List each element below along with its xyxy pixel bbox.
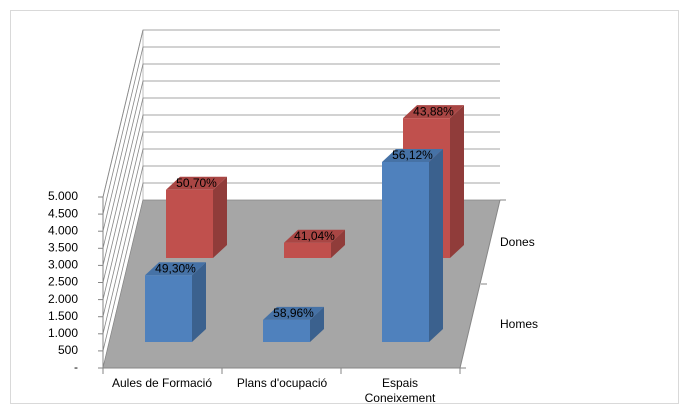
bar-front [263, 319, 310, 342]
bar [166, 176, 227, 258]
bar-side [310, 306, 324, 342]
bar-side [429, 149, 443, 342]
bar-front [166, 189, 213, 258]
bar-side [450, 105, 464, 258]
bar [263, 306, 324, 342]
bar-top [145, 262, 206, 276]
bar-top [284, 229, 345, 243]
bar-front [145, 275, 192, 342]
grid-line [102, 165, 500, 334]
bar-front [284, 242, 331, 258]
chart-border [10, 10, 679, 404]
y-tick-label: 500 [58, 343, 78, 357]
grid-line [102, 182, 500, 351]
y-tick-label: 1.000 [48, 326, 78, 340]
bar [382, 149, 443, 342]
y-tick-label: 3.000 [48, 258, 78, 272]
y-tick-label: 2.500 [48, 275, 78, 289]
bar [284, 229, 345, 258]
depth-axis [459, 199, 501, 369]
data-label: 43,88% [413, 104, 454, 118]
grid-line [102, 114, 500, 283]
bar-top [382, 149, 443, 162]
grid-line [102, 199, 500, 369]
data-label: 50,70% [176, 176, 217, 190]
grid-line [102, 29, 500, 198]
grid-line [102, 63, 500, 232]
y-tick-label: - [74, 360, 78, 374]
grid-line [102, 148, 500, 317]
x-tick-label: Plans d'ocupació [236, 376, 328, 390]
bar-side [192, 262, 206, 342]
grid-line [102, 131, 500, 300]
legend-label: Homes [500, 317, 538, 331]
grid-line [102, 46, 500, 215]
bar-front [382, 162, 429, 342]
y-tick-label: 4.000 [48, 223, 78, 237]
y-tick-label: 2.000 [48, 292, 78, 306]
legend-label: Dones [500, 235, 535, 249]
bar-side [331, 229, 345, 258]
y-tick-label: 4.500 [48, 206, 78, 220]
x-tick-label: Aules de Formació [111, 376, 213, 390]
y-tick-label: 5.000 [48, 189, 78, 203]
data-label: 49,30% [155, 261, 196, 275]
y-tick-label: 3.500 [48, 240, 78, 254]
bar-top [403, 105, 464, 119]
data-label: 58,96% [273, 306, 314, 320]
x-tick-label: Espais Coneixement [364, 376, 436, 405]
bar-side [213, 176, 227, 258]
data-label: 41,04% [294, 229, 335, 243]
bar [145, 262, 206, 342]
data-label: 56,12% [392, 148, 433, 162]
bar-top [166, 176, 227, 190]
grid-line [102, 80, 500, 249]
bar-top [263, 306, 324, 320]
grid-line [102, 97, 500, 266]
y-tick-label: 1.500 [48, 309, 78, 323]
